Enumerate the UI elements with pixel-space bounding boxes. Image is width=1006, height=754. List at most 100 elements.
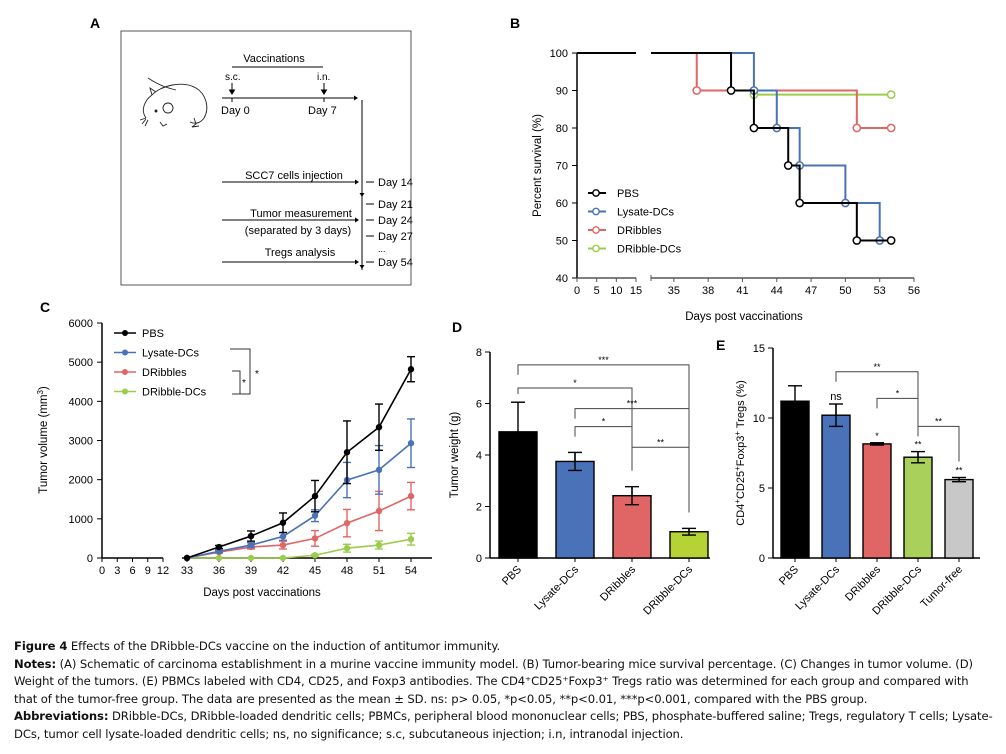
- bar-dribbles: [862, 443, 892, 559]
- y-tick-label: 40: [556, 273, 568, 285]
- y-tick-label: 10: [753, 413, 765, 425]
- series-line-dribbles: [186, 495, 412, 559]
- data-point-lysate-dcs: [407, 440, 415, 447]
- data-point-lysate-dcs: [311, 512, 319, 519]
- sc-label: s.c.: [225, 72, 241, 83]
- legend-marker-dribbles: [592, 226, 600, 234]
- day0-label: Day 0: [221, 105, 250, 117]
- data-point-dribble-dcs: [215, 554, 223, 562]
- paren: ): [38, 386, 50, 390]
- x-tick-label: DRibble-DCs: [641, 563, 695, 617]
- event-tregs: Tregs analysis: [265, 247, 336, 259]
- data-point-pbs: [407, 366, 415, 373]
- censor-mark-pbs: [795, 198, 805, 208]
- x-tick-label: 48: [341, 565, 353, 577]
- significance-label: ***: [627, 399, 638, 409]
- y-tick-label: 70: [556, 161, 568, 173]
- bar-significance-label: **: [955, 466, 963, 476]
- x-tick-label: 12: [157, 565, 169, 577]
- x-tick-label: 50: [839, 285, 851, 297]
- data-point-dribbles: [279, 541, 287, 549]
- x-tick-label: 51: [373, 565, 385, 577]
- legend-label-lysate-dcs: Lysate-DCs: [142, 348, 200, 360]
- label-part: CD25: [735, 471, 747, 499]
- significance-label: **: [657, 437, 665, 447]
- day7-label: Day 7: [308, 105, 337, 117]
- x-axis-title: Days post vaccinations: [203, 587, 321, 599]
- censor-mark-dribble-dcs: [886, 90, 896, 99]
- legend-label-dribble-dcs: DRibble-DCs: [617, 244, 682, 256]
- data-point-dribble-dcs: [343, 545, 351, 552]
- day27-label: Day 27: [378, 231, 413, 243]
- data-point-dribbles: [375, 507, 383, 515]
- significance-label: **: [873, 362, 881, 372]
- legend-marker-dribble-dcs: [122, 388, 128, 395]
- x-tick-label: 45: [309, 565, 321, 577]
- superscript: +: [733, 466, 742, 471]
- y-tick-label: 1000: [69, 514, 93, 526]
- y-tick-label: 90: [556, 86, 568, 98]
- event-scc7: SCC7 cells injection: [245, 170, 343, 182]
- x-tick-label: Lysate-DCs: [532, 563, 581, 612]
- data-point-dribbles: [311, 535, 319, 542]
- censor-mark-pbs: [783, 161, 793, 170]
- significance-label: ***: [598, 355, 609, 365]
- legend-marker-lysate-dcs: [592, 207, 600, 216]
- x-tick-label: Lysate-DCs: [793, 563, 842, 612]
- caption-title: Effects of the DRibble-DCs vaccine on th…: [67, 639, 501, 653]
- y-tick-label: 6: [476, 399, 482, 411]
- legend-label-pbs: PBS: [617, 188, 639, 200]
- x-tick-label: 5: [594, 285, 600, 297]
- y-tick-label: 3000: [69, 436, 93, 448]
- significance-bracket: [876, 397, 919, 436]
- panel-label-b: B: [510, 15, 520, 31]
- event-separated: (separated by 3 days): [245, 225, 351, 237]
- x-tick-label: Tumor-free: [918, 564, 965, 611]
- x-tick-label: 9: [145, 565, 151, 577]
- y-tick-label: 0: [476, 553, 482, 565]
- significance-label: *: [602, 417, 606, 427]
- day-ticks: [366, 181, 374, 263]
- significance-bracket: [917, 425, 960, 462]
- x-tick-label: 47: [805, 285, 817, 297]
- panel-a: A Vaccinations s.c. i.n. Day 0 Day 7 SCC…: [90, 15, 413, 286]
- series-line-dribble-dcs: [187, 538, 412, 559]
- bar-lysate-dcs: [555, 460, 595, 559]
- x-axis-title: Days post vaccinations: [685, 311, 803, 323]
- y-tick-label: 5000: [69, 357, 93, 369]
- data-point-lysate-dcs: [375, 466, 383, 474]
- x-tick-label: PBS: [500, 564, 524, 588]
- significance-bracket-inner: [232, 370, 241, 395]
- x-tick-label: 36: [213, 565, 225, 577]
- significance-label: *: [896, 388, 900, 398]
- y-tick-label: 4000: [69, 396, 93, 408]
- y-axis-title: Percent survival (%): [532, 114, 544, 217]
- censor-mark-pbs: [749, 123, 759, 133]
- data-point-dribbles: [407, 492, 415, 500]
- x-tick-label: 39: [245, 565, 257, 577]
- bar-pbs: [780, 400, 810, 559]
- ellipsis-label: ...: [378, 244, 386, 254]
- significance-bracket-outer: [230, 348, 251, 395]
- x-tick-label: 0: [574, 285, 580, 297]
- bar-tumor-free: [944, 478, 974, 559]
- data-point-pbs: [183, 554, 191, 562]
- y-axis-title: Tumor volume (mm3): [36, 386, 50, 494]
- figure-caption: Figure 4 Effects of the DRibble-DCs vacc…: [14, 638, 994, 744]
- x-tick-label: 42: [277, 565, 289, 577]
- caption-abbr-bold: Abbreviations:: [14, 709, 109, 724]
- legend-label-dribbles: DRibbles: [617, 225, 662, 237]
- y-tick-label: 0: [87, 553, 93, 565]
- x-tick-label: 38: [702, 285, 714, 297]
- bar-dribbles: [612, 494, 652, 559]
- label-part: CD4: [735, 504, 747, 526]
- x-tick-label: DRibbles: [598, 563, 638, 603]
- data-point-lysate-dcs: [279, 533, 287, 540]
- day54-label: Day 54: [378, 257, 413, 269]
- label-part: Tregs (%): [735, 380, 747, 431]
- bar-significance-label: ns: [830, 391, 842, 403]
- bar-pbs: [498, 431, 538, 559]
- significance-label: *: [242, 378, 246, 389]
- x-tick-label: 44: [771, 285, 783, 297]
